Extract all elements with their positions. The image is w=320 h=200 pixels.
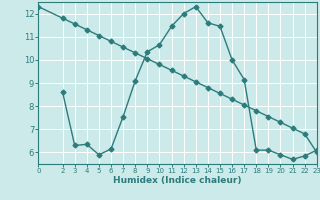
X-axis label: Humidex (Indice chaleur): Humidex (Indice chaleur) xyxy=(113,176,242,185)
